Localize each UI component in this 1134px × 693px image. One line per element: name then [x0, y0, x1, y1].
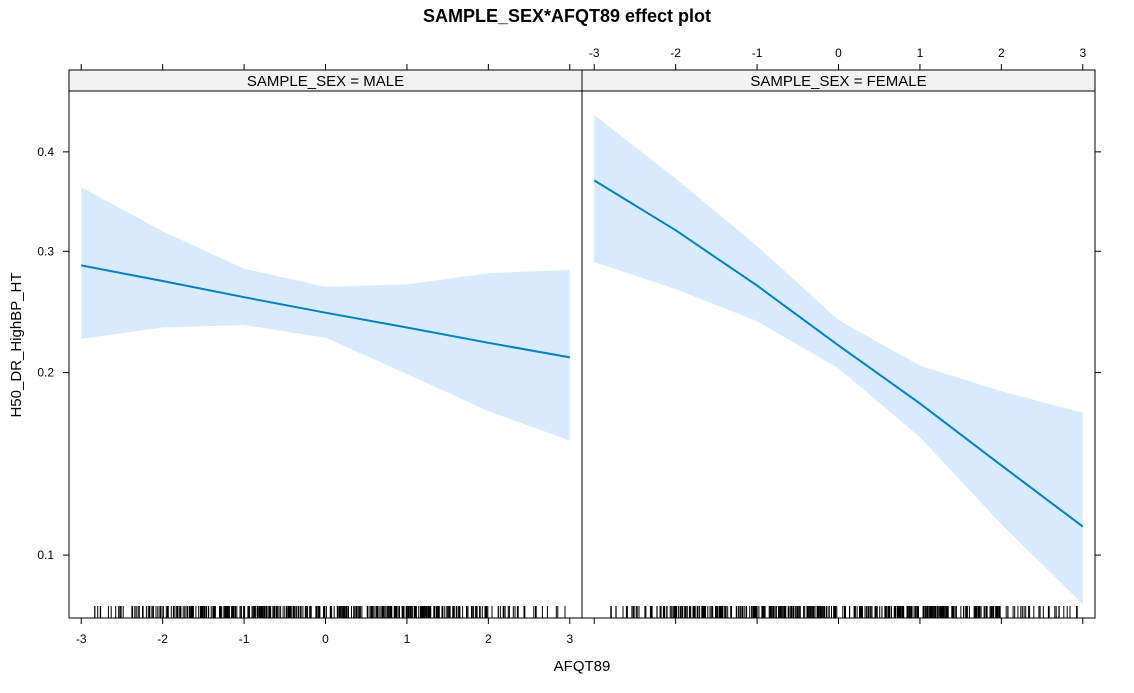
- y-tick-label: 0.1: [37, 548, 54, 562]
- confidence-band-male: [81, 187, 570, 441]
- y-tick-label: 0.4: [37, 145, 54, 159]
- x-tick-label-top: 0: [835, 46, 842, 60]
- x-tick-label-bottom: 0: [322, 632, 329, 646]
- panel-female: SAMPLE_SEX = FEMALE: [581, 69, 1096, 619]
- y-tick-label: 0.2: [37, 366, 54, 380]
- x-tick-label-top: 2: [998, 46, 1005, 60]
- x-tick-label-bottom: -2: [157, 632, 168, 646]
- x-tick-label-top: -3: [589, 46, 600, 60]
- y-tick-label: 0.3: [37, 244, 54, 258]
- x-tick-label-bottom: 3: [566, 632, 573, 646]
- strip-label-male: SAMPLE_SEX = MALE: [247, 73, 404, 90]
- x-axis-label: AFQT89: [554, 658, 611, 675]
- panel-male: SAMPLE_SEX = MALE: [68, 69, 583, 619]
- rug-female: [610, 606, 1078, 618]
- axes: -3 -2 -1 0 1 2 3 -3 -2 -1 0 1 2 3 0.1 0.2 0.3 0.4: [37, 46, 1101, 646]
- x-tick-label-top: -2: [670, 46, 681, 60]
- strip-label-female: SAMPLE_SEX = FEMALE: [750, 73, 926, 90]
- confidence-band-female: [594, 114, 1083, 605]
- chart-title: SAMPLE_SEX*AFQT89 effect plot: [423, 6, 711, 26]
- rug-male: [94, 606, 566, 618]
- x-tick-label-top: 1: [917, 46, 924, 60]
- x-tick-label-bottom: 1: [404, 632, 411, 646]
- x-tick-label-top: -1: [752, 46, 763, 60]
- x-tick-label-bottom: -1: [239, 632, 250, 646]
- x-tick-label-top: 3: [1079, 46, 1086, 60]
- fit-line-female: [593, 179, 1084, 528]
- x-tick-label-bottom: -3: [76, 632, 87, 646]
- y-axis-label: H50_DR_HighBP_HT: [8, 272, 25, 417]
- fit-line-male: [81, 264, 570, 359]
- x-tick-label-bottom: 2: [485, 632, 492, 646]
